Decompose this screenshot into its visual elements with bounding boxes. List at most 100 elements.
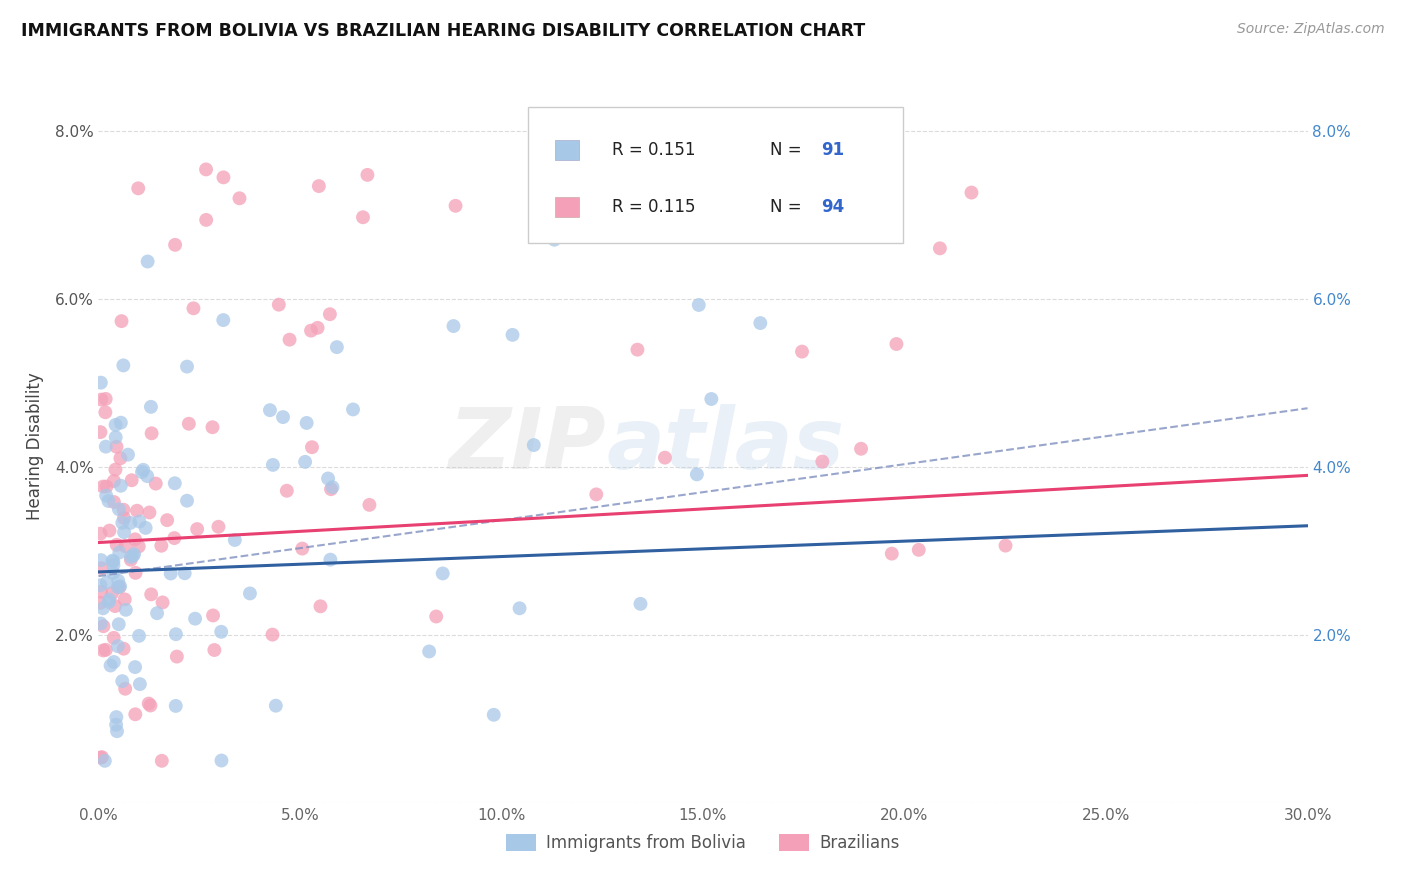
Point (101, 586, 124, 600)
Point (96, 489, 118, 503)
Point (117, 448, 139, 462)
Point (94, 405, 117, 419)
Point (90, 616, 112, 631)
Text: ZIP: ZIP (449, 404, 606, 488)
Point (183, 301, 205, 316)
Point (110, 416, 132, 430)
Point (482, 707, 505, 722)
Point (278, 333, 301, 347)
Point (267, 298, 290, 312)
Point (150, 754, 173, 768)
Point (184, 612, 207, 626)
Point (128, 515, 150, 529)
Point (97, 494, 120, 508)
Point (110, 479, 132, 493)
Point (94, 440, 117, 454)
Point (202, 643, 225, 657)
Point (108, 502, 131, 516)
Text: 91: 91 (821, 141, 845, 159)
Point (91, 601, 114, 615)
Point (928, 241, 950, 255)
Point (98, 592, 121, 607)
Point (98, 524, 121, 538)
Point (91, 643, 114, 657)
Point (103, 474, 125, 488)
Point (654, 450, 676, 465)
Point (207, 520, 229, 534)
Point (259, 403, 281, 417)
Point (107, 574, 129, 588)
Point (228, 191, 250, 205)
Text: IMMIGRANTS FROM BOLIVIA VS BRAZILIAN HEARING DISABILITY CORRELATION CHART: IMMIGRANTS FROM BOLIVIA VS BRAZILIAN HEA… (21, 22, 865, 40)
Point (107, 580, 129, 594)
Point (124, 566, 146, 580)
Point (139, 698, 162, 713)
Point (880, 547, 903, 561)
Point (128, 629, 150, 643)
Point (91, 479, 114, 493)
Point (138, 506, 160, 520)
Point (543, 233, 565, 247)
Point (212, 313, 235, 327)
Point (110, 314, 132, 328)
Point (356, 168, 378, 182)
Point (811, 454, 834, 468)
Y-axis label: Hearing Disability: Hearing Disability (25, 372, 44, 520)
Point (165, 627, 187, 641)
Point (165, 698, 187, 713)
Point (176, 359, 198, 374)
Point (271, 410, 294, 425)
Point (432, 566, 454, 581)
Point (112, 641, 135, 656)
Legend: Immigrants from Bolivia, Brazilians: Immigrants from Bolivia, Brazilians (499, 827, 907, 859)
Bar (555, 140, 579, 160)
Point (131, 465, 153, 479)
Bar (555, 197, 579, 217)
Point (201, 420, 224, 434)
Point (264, 698, 287, 713)
Point (114, 592, 136, 607)
Point (299, 324, 322, 338)
Point (195, 213, 218, 227)
Point (626, 343, 648, 357)
Point (122, 547, 145, 561)
Point (94, 754, 117, 768)
Point (135, 521, 157, 535)
Point (89, 578, 111, 592)
Point (104, 462, 127, 476)
Text: 94: 94 (821, 198, 845, 216)
Point (960, 186, 983, 200)
Point (152, 595, 174, 609)
Text: Source: ZipAtlas.com: Source: ZipAtlas.com (1237, 22, 1385, 37)
Point (166, 649, 188, 664)
Point (359, 498, 381, 512)
Point (136, 254, 159, 268)
Point (103, 495, 125, 509)
Point (89, 425, 111, 439)
Point (301, 440, 323, 454)
Point (886, 337, 908, 351)
Point (262, 458, 284, 472)
Point (159, 566, 181, 581)
Point (585, 487, 607, 501)
Point (146, 606, 169, 620)
Point (308, 179, 330, 194)
Point (101, 554, 124, 568)
Point (907, 542, 929, 557)
Point (90, 584, 112, 599)
Point (90, 750, 112, 764)
Text: N =: N = (769, 198, 807, 216)
Point (443, 319, 465, 334)
Point (90, 553, 112, 567)
Text: R = 0.151: R = 0.151 (613, 141, 696, 159)
Point (107, 639, 129, 653)
Point (89, 596, 111, 610)
Point (316, 471, 339, 485)
Point (103, 554, 125, 568)
Point (509, 601, 531, 615)
Point (163, 476, 186, 491)
Point (108, 581, 131, 595)
Point (114, 603, 136, 617)
Point (319, 307, 342, 321)
Point (120, 516, 142, 530)
